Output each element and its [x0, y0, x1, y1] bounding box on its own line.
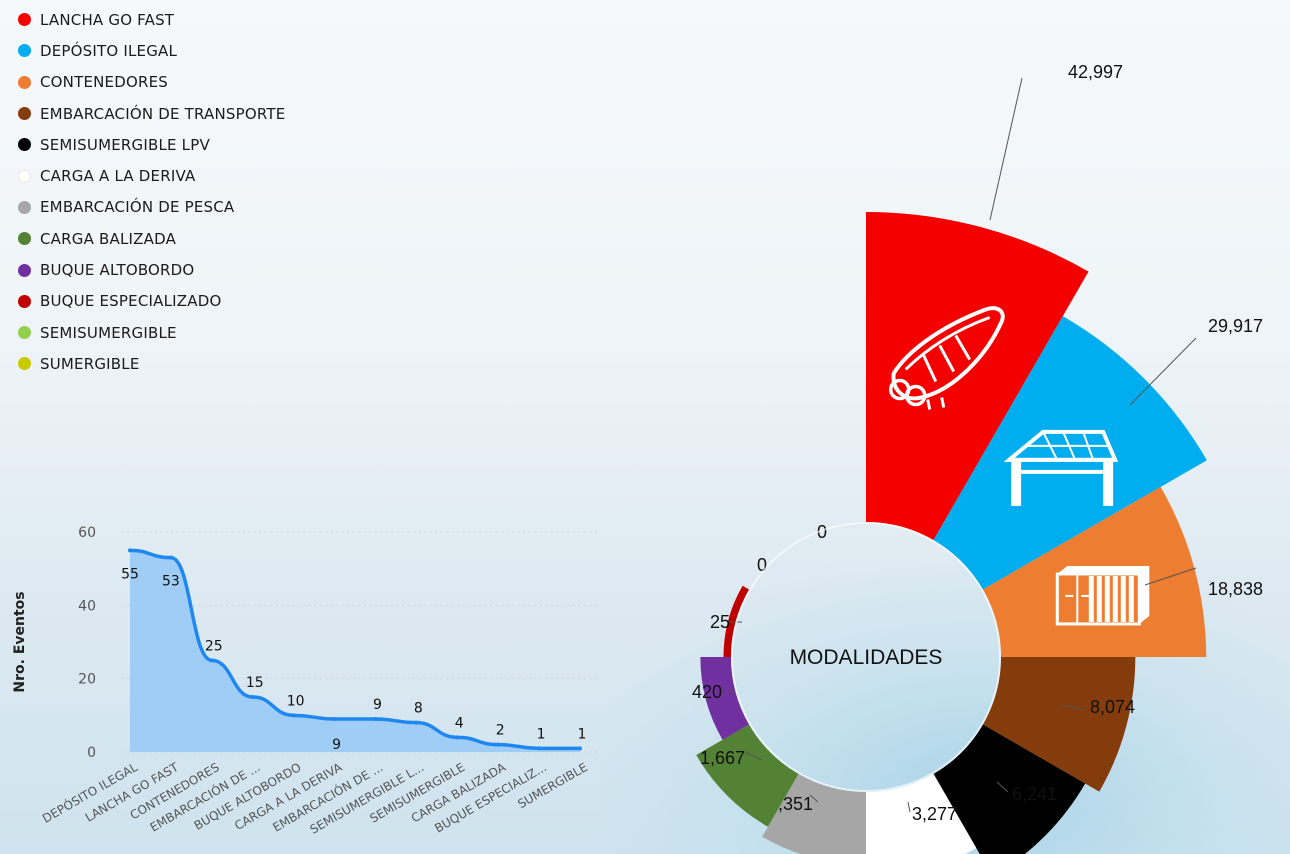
legend-item[interactable]: BUQUE ALTOBORDO — [18, 254, 285, 285]
slice-value-label: 3,277 — [912, 804, 957, 824]
legend-item[interactable]: CARGA BALIZADA — [18, 223, 285, 254]
legend-dot — [18, 200, 31, 214]
legend-dot — [18, 138, 31, 152]
slice-value-label: 6,241 — [1012, 784, 1057, 804]
data-label: 53 — [162, 574, 180, 590]
legend-dot — [18, 294, 31, 308]
legend-dot — [18, 326, 31, 340]
data-point — [168, 555, 173, 560]
y-tick-label: 40 — [78, 598, 96, 614]
data-point — [209, 658, 214, 663]
area-fill — [130, 550, 580, 752]
slice-value-label: 29,917 — [1208, 316, 1263, 336]
slice-value-label: 0 — [817, 522, 827, 542]
slice-value-label: 25 — [710, 612, 730, 632]
legend-dot — [18, 107, 31, 121]
inner-ring — [731, 522, 1001, 792]
slice-value-label: 42,997 — [1068, 62, 1123, 82]
center-label: MODALIDADES — [790, 646, 943, 669]
data-point — [291, 713, 296, 718]
data-label: 4 — [455, 715, 464, 731]
leader-line — [907, 801, 911, 813]
leader-line — [1129, 337, 1197, 406]
data-point — [414, 720, 419, 725]
rose-slice — [696, 724, 799, 827]
y-tick-label: 60 — [78, 525, 96, 541]
leader-line — [989, 77, 1023, 221]
leader-line — [996, 781, 1009, 793]
data-point — [455, 735, 460, 740]
legend-item[interactable]: DEPÓSITO ILEGAL — [18, 35, 285, 66]
leader-line — [809, 794, 819, 803]
data-label: 2 — [496, 723, 505, 739]
legend-label: DEPÓSITO ILEGAL — [40, 41, 178, 60]
legend-dot — [18, 232, 31, 246]
legend-label: EMBARCACIÓN DE TRANSPORTE — [40, 104, 286, 123]
legend-label: SUMERGIBLE — [40, 354, 140, 373]
rose-slice — [933, 724, 1086, 854]
rose-slice — [866, 773, 977, 854]
legend-item[interactable]: BUQUE ESPECIALIZADO — [18, 286, 285, 317]
legend-item[interactable]: EMBARCACIÓN DE PESCA — [18, 192, 285, 223]
data-label: 15 — [246, 675, 264, 691]
data-label: 55 — [121, 566, 139, 582]
data-point — [332, 717, 337, 721]
legend-dot — [18, 13, 31, 27]
legend-dot — [18, 263, 31, 277]
data-point — [250, 695, 255, 699]
data-label: 1 — [537, 726, 546, 742]
legend-item[interactable]: EMBARCACIÓN DE TRANSPORTE — [18, 98, 285, 129]
legend-label: LANCHA GO FAST — [40, 10, 175, 29]
slice-value-label: 8,074 — [1090, 697, 1135, 717]
slice-value-label: 0 — [757, 555, 767, 575]
legend-item[interactable]: LANCHA GO FAST — [18, 4, 285, 35]
data-point — [128, 548, 132, 553]
y-tick-label: 0 — [87, 745, 96, 761]
legend-label: SEMISUMERGIBLE LPV — [40, 135, 210, 154]
data-label: 25 — [205, 638, 223, 654]
data-point — [373, 717, 378, 721]
data-label: 9 — [373, 697, 382, 713]
legend-item[interactable]: SEMISUMERGIBLE LPV — [18, 129, 285, 160]
legend-label: SEMISUMERGIBLE — [40, 323, 177, 342]
legend-label: BUQUE ESPECIALIZADO — [40, 292, 222, 311]
rose-slice — [982, 657, 1136, 792]
legend-label: CARGA BALIZADA — [40, 229, 177, 248]
rose-slice — [762, 773, 866, 854]
data-label: 1 — [578, 726, 587, 742]
legend-label: BUQUE ALTOBORDO — [40, 261, 195, 280]
legend-item[interactable]: SEMISUMERGIBLE — [18, 317, 285, 348]
rose-slice — [866, 212, 1089, 541]
rose-slice — [700, 657, 750, 740]
data-point — [537, 746, 542, 751]
leader-line — [1061, 704, 1085, 711]
legend-label: CARGA A LA DERIVA — [40, 167, 196, 186]
rose-slice — [933, 316, 1207, 590]
legend-item[interactable]: CONTENEDORES — [18, 67, 285, 98]
legend-item[interactable]: SUMERGIBLE — [18, 348, 285, 379]
legend-dot — [18, 169, 31, 183]
legend-dot — [18, 44, 31, 58]
legend-dot — [18, 357, 31, 371]
y-axis-title: Nro. Eventos — [12, 591, 28, 692]
legend-item[interactable]: CARGA A LA DERIVA — [18, 160, 285, 191]
leader-line — [1144, 567, 1197, 586]
data-point — [578, 746, 582, 751]
slice-value-label: 1,667 — [700, 748, 745, 768]
data-point — [496, 742, 501, 747]
legend-label: EMBARCACIÓN DE PESCA — [40, 198, 235, 217]
data-label: 10 — [287, 693, 305, 709]
data-label: 9 — [332, 737, 341, 753]
leader-line — [744, 751, 763, 761]
rose-slice — [723, 585, 750, 657]
y-tick-label: 20 — [78, 672, 96, 688]
chart-legend: LANCHA GO FAST DEPÓSITO ILEGAL CONTENEDO… — [18, 4, 285, 380]
legend-label: CONTENEDORES — [40, 73, 169, 92]
data-label: 8 — [414, 701, 423, 717]
slice-value-label: 420 — [692, 682, 722, 702]
slice-value-label: 18,838 — [1208, 579, 1263, 599]
legend-dot — [18, 75, 31, 89]
